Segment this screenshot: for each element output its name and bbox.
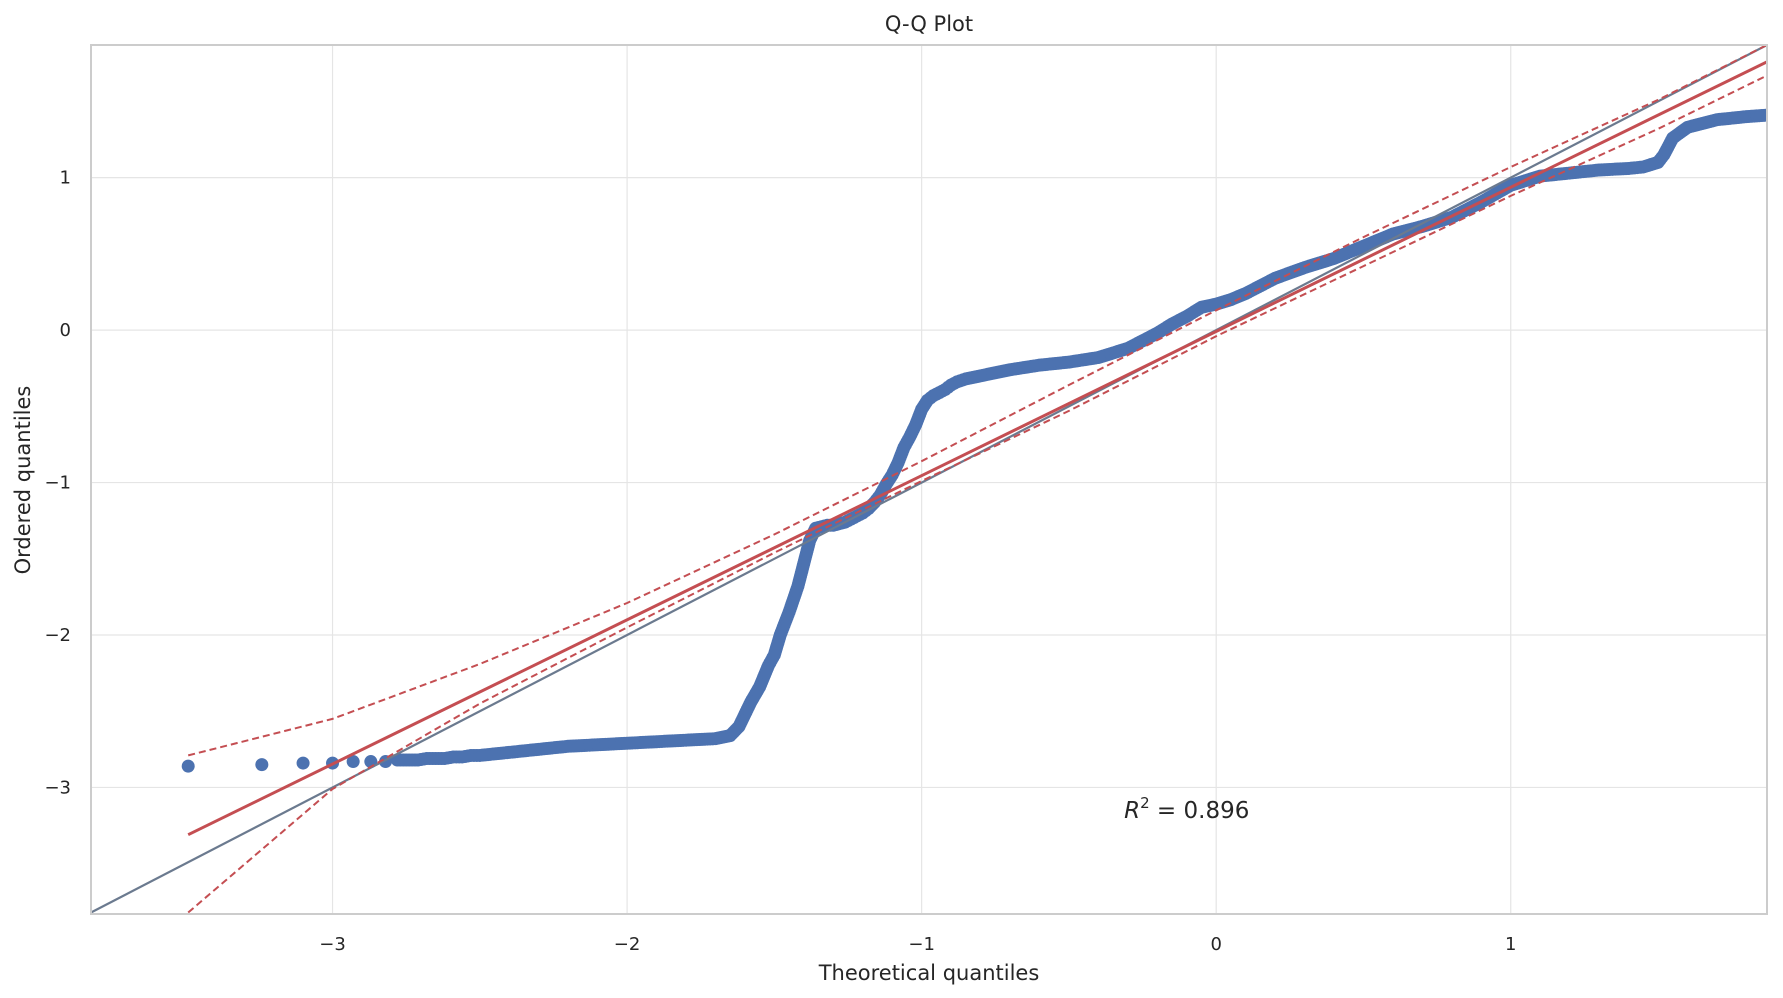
- y-tick-label: −2: [44, 625, 71, 646]
- r-squared-annotation: R2 = 0.896: [1124, 794, 1249, 824]
- data-point: [1760, 108, 1767, 122]
- y-axis-label: Ordered quantiles: [11, 386, 35, 575]
- y-axis-ticks: −3 −2 −1 0 1: [44, 168, 71, 799]
- x-axis-label: Theoretical quantiles: [818, 961, 1040, 985]
- r-squared-value: = 0.896: [1150, 798, 1250, 824]
- y-tick-label: 1: [60, 168, 71, 189]
- r-squared-superscript: 2: [1140, 794, 1150, 812]
- x-tick-label: −1: [908, 934, 935, 955]
- data-point: [296, 756, 310, 770]
- chart-title: Q-Q Plot: [885, 12, 973, 36]
- data-point: [255, 758, 269, 772]
- data-point: [181, 759, 195, 773]
- y-tick-label: 0: [60, 320, 71, 341]
- x-tick-label: −3: [319, 934, 346, 955]
- x-tick-label: −2: [614, 934, 641, 955]
- plot-frame: [90, 44, 1768, 915]
- confidence-band-lower: [187, 74, 1767, 914]
- y-tick-label: −1: [44, 473, 71, 494]
- data-point: [346, 755, 360, 769]
- fit-line: [187, 60, 1767, 837]
- y-tick-label: −3: [44, 777, 71, 798]
- chart-marks: [91, 45, 1767, 914]
- x-axis-ticks: −3 −2 −1 0 1: [319, 934, 1516, 955]
- x-tick-label: 1: [1505, 934, 1516, 955]
- confidence-band-upper: [187, 45, 1767, 757]
- x-tick-label: 0: [1210, 934, 1221, 955]
- r-squared-symbol: R: [1124, 798, 1140, 824]
